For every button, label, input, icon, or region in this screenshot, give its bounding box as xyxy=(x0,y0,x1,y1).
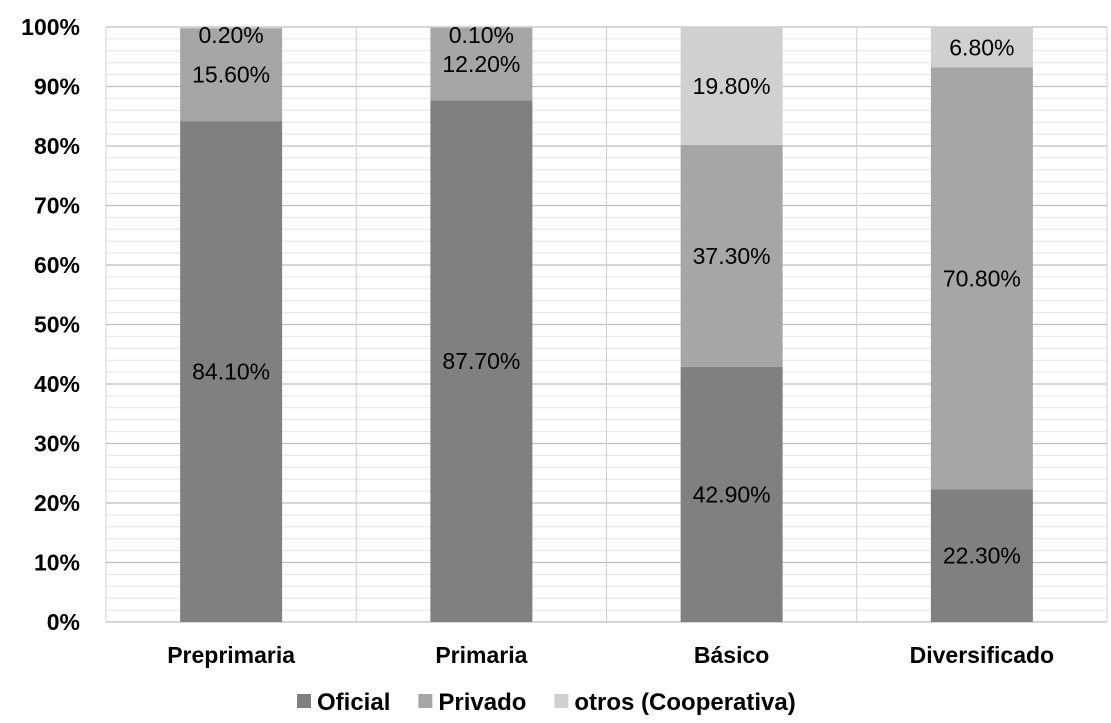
y-tick-label: 100% xyxy=(21,14,80,40)
data-label: 12.20% xyxy=(442,51,520,77)
data-label: 42.90% xyxy=(693,481,771,507)
x-tick-label: Básico xyxy=(694,642,769,668)
bar-segment xyxy=(430,27,533,101)
data-label: 84.10% xyxy=(192,359,270,385)
bar-segment xyxy=(680,366,783,622)
y-tick-label: 90% xyxy=(34,74,80,100)
y-tick-label: 0% xyxy=(47,609,80,635)
data-label: 0.20% xyxy=(199,22,264,48)
data-label: 87.70% xyxy=(442,348,520,374)
legend: Oficial Privado otros (Cooperativa) xyxy=(297,689,796,716)
data-label: 22.30% xyxy=(943,543,1021,569)
x-tick-label: Primaria xyxy=(435,642,527,668)
bar-segment xyxy=(680,144,783,367)
bars xyxy=(180,27,1033,623)
y-tick-label: 40% xyxy=(34,371,80,397)
data-label: 6.80% xyxy=(949,34,1014,60)
y-axis: 0% 10% 20% 30% 40% 50% 60% 70% 80% 90% 100% xyxy=(21,14,80,635)
bar-segment xyxy=(930,27,1033,68)
legend-swatch xyxy=(554,694,569,708)
bar-segment xyxy=(930,67,1033,490)
bar-segment xyxy=(180,27,283,29)
y-tick-label: 80% xyxy=(34,133,80,159)
x-tick-label: Diversificado xyxy=(910,642,1054,668)
data-label: 15.60% xyxy=(192,62,270,88)
bar-segment xyxy=(430,27,533,28)
legend-item-label: otros (Cooperativa) xyxy=(574,689,795,716)
y-tick-label: 60% xyxy=(34,252,80,278)
y-tick-label: 10% xyxy=(34,550,80,576)
bar-segment xyxy=(430,100,533,622)
legend-swatch xyxy=(297,694,311,708)
y-tick-label: 50% xyxy=(34,312,80,338)
x-tick-label: Preprimaria xyxy=(167,642,295,668)
x-axis: Preprimaria Primaria Básico Diversificado xyxy=(167,642,1054,668)
legend-item-label: Privado xyxy=(438,689,526,716)
data-label: 19.80% xyxy=(693,73,771,99)
data-label: 0.10% xyxy=(449,22,514,48)
y-tick-label: 20% xyxy=(34,490,80,516)
bar-segment xyxy=(180,28,283,122)
bar-segment xyxy=(180,121,283,623)
y-tick-label: 70% xyxy=(34,193,80,219)
data-label: 37.30% xyxy=(693,243,771,269)
bar-segment xyxy=(930,489,1033,622)
legend-item-label: Oficial xyxy=(317,689,390,716)
bar-segment xyxy=(680,27,783,145)
y-tick-label: 30% xyxy=(34,431,80,457)
data-label: 70.80% xyxy=(943,265,1021,291)
data-labels: 84.10% 15.60% 0.20% 87.70% 12.20% 0.10% 42.90%… xyxy=(192,22,1021,569)
legend-swatch xyxy=(418,694,433,708)
